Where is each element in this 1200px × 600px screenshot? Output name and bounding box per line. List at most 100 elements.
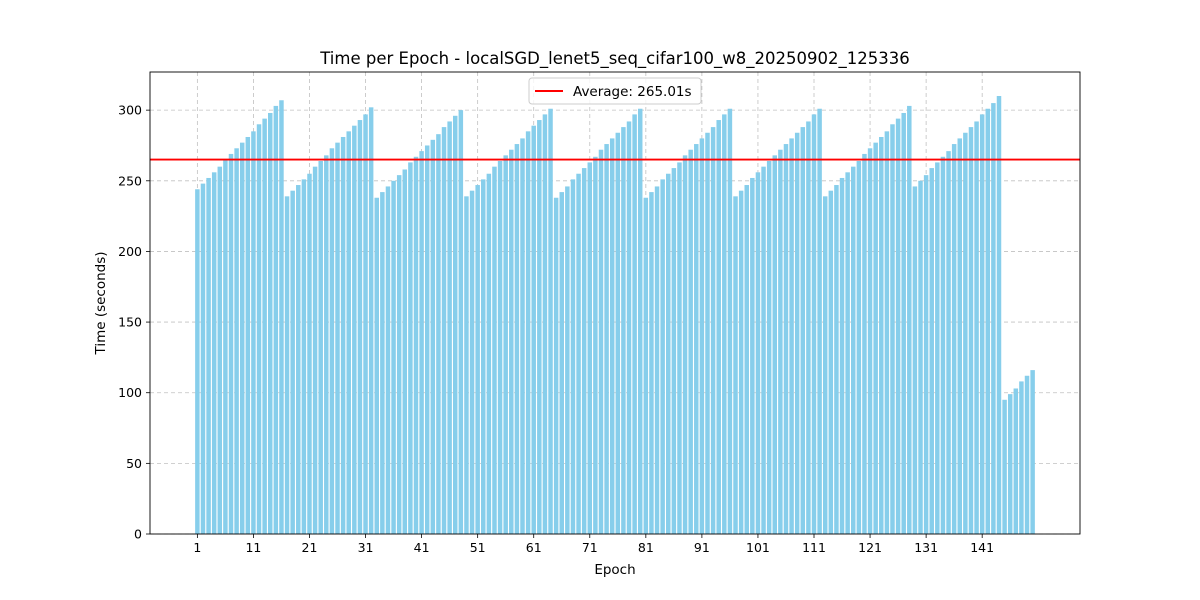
bar-epoch-73 <box>598 149 604 534</box>
x-tick-label: 121 <box>858 540 882 555</box>
bar-epoch-64 <box>548 108 553 534</box>
axes <box>146 71 1081 538</box>
y-tick-label: 50 <box>126 456 142 471</box>
bar-epoch-11 <box>251 131 256 534</box>
bar-epoch-75 <box>609 138 615 534</box>
bar-epoch-59 <box>520 138 525 534</box>
bar-epoch-124 <box>884 131 890 534</box>
bar-epoch-137 <box>957 138 962 534</box>
bar-epoch-147 <box>1013 388 1019 534</box>
legend-box <box>528 77 702 105</box>
bar-epoch-39 <box>408 162 413 535</box>
bar-epoch-2 <box>200 183 206 534</box>
bar-epoch-21 <box>307 173 312 534</box>
bar-epoch-81 <box>643 197 649 535</box>
bar-epoch-26 <box>335 142 340 534</box>
bar-epoch-78 <box>626 121 632 535</box>
bar-epoch-57 <box>509 149 514 534</box>
y-tick-label: 250 <box>118 173 142 188</box>
bar-epoch-17 <box>284 196 290 535</box>
x-tick-label: 1 <box>193 540 201 555</box>
legend: Average: 265.01s <box>528 77 702 105</box>
bar-epoch-8 <box>234 148 239 534</box>
y-tick-label: 0 <box>134 527 142 542</box>
bar-epoch-144 <box>996 96 1002 535</box>
bar-epoch-123 <box>879 136 884 534</box>
bar-epoch-15 <box>273 105 279 534</box>
x-tick-label: 111 <box>802 540 826 555</box>
bar-epoch-129 <box>912 186 918 534</box>
bar-epoch-61 <box>531 125 536 534</box>
bar-epoch-130 <box>918 180 923 534</box>
bar-epoch-60 <box>525 131 531 534</box>
bar-epoch-149 <box>1024 375 1030 534</box>
x-tick-label: 41 <box>414 540 430 555</box>
bar-epoch-133 <box>935 162 940 535</box>
x-tick-label: 131 <box>914 540 938 555</box>
bar-epoch-102 <box>761 166 766 534</box>
bar-epoch-25 <box>329 148 335 534</box>
bar-epoch-44 <box>436 134 441 534</box>
bar-epoch-1 <box>195 189 200 534</box>
bar-epoch-141 <box>979 114 985 535</box>
bar-epoch-142 <box>985 108 991 534</box>
bar-epoch-55 <box>497 161 503 535</box>
bar-epoch-87 <box>677 162 682 535</box>
bar-epoch-43 <box>430 139 436 534</box>
chart-title: Time per Epoch - localSGD_lenet5_seq_cif… <box>319 49 910 69</box>
bar-epoch-14 <box>268 112 273 535</box>
bar-epoch-18 <box>290 190 295 534</box>
bar-epoch-72 <box>593 156 598 535</box>
bar-epoch-88 <box>682 155 688 535</box>
x-tick-label: 11 <box>245 540 261 555</box>
bar-epoch-50 <box>469 190 475 534</box>
bar-epoch-29 <box>352 125 357 534</box>
bar-epoch-5 <box>217 166 223 534</box>
bar-epoch-77 <box>621 127 626 534</box>
bar-epoch-48 <box>458 110 464 534</box>
bar-epoch-150 <box>1030 370 1035 534</box>
bar-epoch-58 <box>514 144 520 534</box>
bars <box>195 96 1035 535</box>
bar-epoch-89 <box>688 149 693 534</box>
bar-epoch-116 <box>839 177 845 534</box>
bar-epoch-13 <box>262 118 267 535</box>
grid-lines <box>150 72 1080 535</box>
bar-epoch-3 <box>206 177 211 534</box>
bar-epoch-53 <box>486 173 492 534</box>
bar-epoch-69 <box>576 173 581 534</box>
bar-epoch-85 <box>666 173 671 534</box>
x-tick-label: 61 <box>526 540 542 555</box>
bar-epoch-98 <box>738 190 744 534</box>
x-tick-label: 21 <box>302 540 318 555</box>
bar-epoch-99 <box>744 185 749 534</box>
bar-epoch-122 <box>873 142 878 534</box>
bar-epoch-45 <box>441 127 447 534</box>
bar-epoch-34 <box>380 192 385 534</box>
bar-epoch-10 <box>245 136 251 534</box>
bar-epoch-41 <box>419 151 424 534</box>
bar-epoch-90 <box>694 144 699 534</box>
y-tick-label: 150 <box>118 315 142 330</box>
bar-epoch-127 <box>901 112 906 535</box>
bar-epoch-131 <box>923 175 929 534</box>
bar-epoch-140 <box>974 121 979 535</box>
bar-epoch-125 <box>890 124 895 534</box>
bar-epoch-145 <box>1002 399 1007 534</box>
bar-epoch-68 <box>570 179 576 534</box>
bar-epoch-71 <box>587 162 593 535</box>
bar-epoch-106 <box>783 144 789 534</box>
bar-epoch-65 <box>553 197 559 535</box>
bar-epoch-148 <box>1019 381 1024 534</box>
bar-epoch-134 <box>940 156 946 535</box>
bar-epoch-62 <box>537 120 542 535</box>
bar-epoch-23 <box>318 161 323 535</box>
bar-epoch-20 <box>301 179 307 534</box>
bar-epoch-74 <box>604 144 609 534</box>
bar-epoch-92 <box>705 132 710 534</box>
bar-epoch-138 <box>963 132 968 534</box>
x-tick-label: 31 <box>358 540 374 555</box>
bar-epoch-22 <box>312 166 318 534</box>
bar-epoch-111 <box>811 114 817 535</box>
